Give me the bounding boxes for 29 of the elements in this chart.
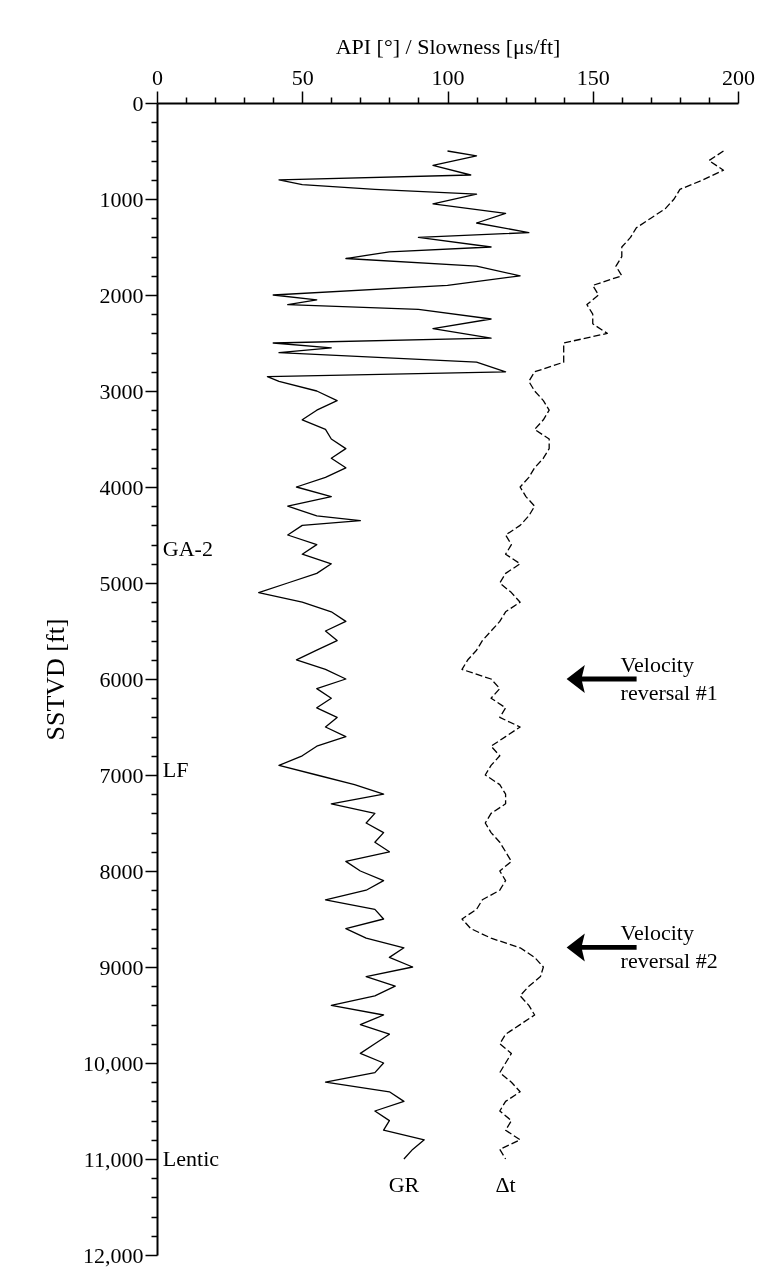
y-tick-label: 5000 [99, 570, 144, 596]
y-tick-label: 0 [132, 90, 144, 116]
line-series [461, 150, 725, 1160]
y-tick-label: 3000 [99, 378, 144, 404]
y-tick-label: 6000 [99, 666, 144, 692]
series-label: GR [388, 1172, 420, 1197]
y-tick-label: 11,000 [83, 1146, 144, 1172]
y-tick-label: 9000 [99, 954, 144, 980]
y-axis-title: SSTVD [ft] [41, 618, 70, 741]
x-tick-label: 150 [576, 64, 610, 90]
y-tick-label: 4000 [99, 474, 144, 500]
y-tick-label: 1000 [99, 186, 144, 212]
line-series [258, 150, 530, 1160]
y-tick-label: 7000 [99, 762, 144, 788]
y-tick-label: 2000 [99, 282, 144, 308]
x-axis-title: API [°] / Slowness [μs/ft] [335, 33, 561, 59]
x-tick-label: 0 [152, 64, 163, 90]
series-label: Δt [495, 1172, 516, 1197]
annotation: Lentic [162, 1146, 220, 1172]
annotation: GA-2 [162, 536, 213, 562]
y-tick-label: 8000 [99, 858, 144, 884]
text: Velocity reversal #1 [620, 652, 718, 705]
annotation: LF [162, 757, 189, 783]
x-tick-label: 200 [722, 64, 755, 90]
y-tick-label: 12,000 [83, 1242, 144, 1268]
text: Velocity reversal #2 [620, 920, 718, 974]
y-tick-label: 10,000 [83, 1050, 144, 1076]
x-tick-label: 100 [431, 64, 465, 90]
x-tick-label: 50 [291, 64, 314, 90]
